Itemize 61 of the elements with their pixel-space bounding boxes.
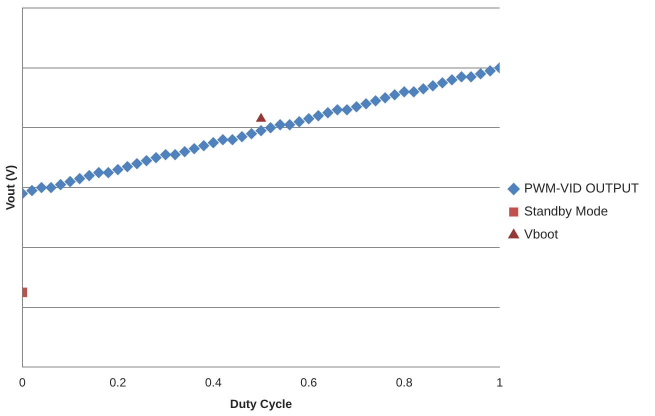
- point: [265, 122, 276, 134]
- point: [322, 107, 334, 118]
- point: [418, 83, 429, 94]
- x-axis-title: Duty Cycle: [230, 397, 292, 412]
- point: [408, 86, 420, 98]
- point: [484, 65, 496, 76]
- legend-label: Standby Mode: [524, 204, 608, 219]
- point: [160, 149, 172, 160]
- point: [236, 131, 248, 142]
- point: [475, 68, 486, 80]
- point: [226, 134, 238, 146]
- x-tick-label: 0.6: [300, 376, 318, 390]
- point: [284, 119, 296, 130]
- point: [64, 176, 76, 188]
- point: [46, 182, 57, 194]
- point: [150, 152, 162, 164]
- point: [256, 113, 266, 122]
- point: [360, 98, 372, 110]
- legend-label: Vboot: [524, 226, 559, 242]
- point: [380, 92, 391, 104]
- legend-label: PWM-VID OUTPUT: [524, 180, 640, 196]
- point: [55, 179, 66, 190]
- point: [36, 182, 47, 194]
- point: [398, 86, 410, 98]
- point: [179, 146, 190, 158]
- y-axis-title: Vout (V): [4, 165, 18, 210]
- point: [303, 113, 314, 124]
- x-tick-label: 0: [19, 376, 26, 390]
- x-tick-label: 0.2: [110, 376, 127, 390]
- point: [427, 80, 438, 92]
- point: [370, 95, 382, 106]
- x-tick-label: 0.8: [396, 376, 413, 390]
- point: [389, 89, 400, 100]
- point: [294, 116, 305, 128]
- point: [436, 77, 448, 88]
- point: [456, 71, 467, 82]
- point: [198, 140, 210, 152]
- point: [256, 125, 267, 136]
- point: [217, 134, 228, 146]
- point: [170, 149, 181, 160]
- point: [274, 119, 286, 130]
- point: [332, 104, 343, 116]
- point: [102, 167, 114, 178]
- point: [246, 128, 257, 140]
- point: [122, 161, 133, 172]
- point: [466, 71, 477, 82]
- point: [26, 185, 38, 196]
- point: [350, 101, 362, 112]
- point: [74, 173, 86, 184]
- point: [341, 104, 352, 116]
- point: [208, 137, 219, 148]
- point: [140, 155, 152, 166]
- point: [93, 167, 104, 178]
- point: [112, 164, 124, 176]
- point: [312, 110, 324, 122]
- x-tick-label: 1: [496, 376, 504, 390]
- x-tick-label: 0.4: [204, 376, 222, 390]
- point: [188, 143, 200, 154]
- point: [446, 74, 458, 86]
- point: [131, 158, 142, 170]
- point: [84, 170, 95, 182]
